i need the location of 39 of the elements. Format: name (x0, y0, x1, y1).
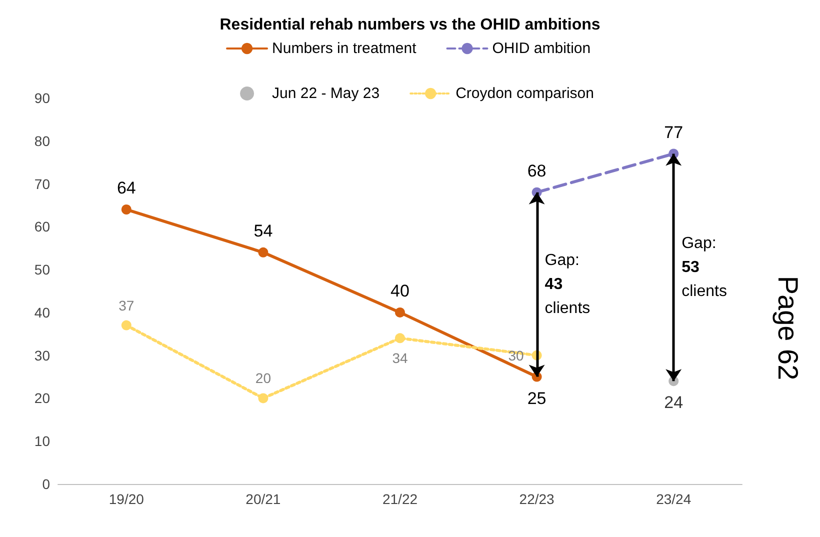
data-label: 24 (664, 393, 684, 412)
data-label: 40 (390, 281, 410, 300)
point (258, 247, 268, 258)
legend-label: Croydon comparison (456, 85, 594, 102)
data-label: 54 (254, 221, 273, 240)
data-label: 64 (116, 178, 136, 198)
point (121, 204, 132, 215)
x-tick-label: 19/20 (108, 491, 144, 507)
y-tick-label: 60 (34, 218, 50, 235)
y-tick-label: 40 (34, 304, 50, 320)
point (395, 307, 405, 318)
y-tick-label: 0 (42, 476, 50, 492)
legend-label: OHID ambition (492, 40, 591, 57)
y-tick-label: 30 (34, 347, 50, 364)
y-tick-label: 80 (34, 132, 50, 149)
y-tick-label: 70 (34, 176, 50, 192)
x-tick-label: 20/21 (246, 491, 281, 507)
point (258, 393, 268, 404)
x-tick-label: 21/22 (382, 491, 418, 507)
legend-label: Numbers in treatment (272, 40, 418, 57)
data-label: 68 (527, 161, 546, 180)
point (121, 320, 132, 330)
data-label: 37 (118, 297, 134, 314)
annotation: Gap: 43 clients (544, 252, 590, 318)
y-tick-label: 50 (34, 262, 50, 278)
point (395, 333, 405, 344)
y-tick-label: 20 (34, 390, 50, 406)
x-tick-label: 22/23 (519, 491, 555, 507)
data-label: 34 (392, 350, 408, 366)
chart-title: Residential rehab numbers vs the OHID ambitions (220, 16, 600, 34)
data-label: 20 (255, 370, 272, 386)
y-tick-label: 90 (34, 90, 50, 106)
x-tick-label: 23/24 (656, 491, 692, 507)
data-label: 25 (527, 388, 546, 408)
legend-label: Jun 22 - May 23 (272, 85, 380, 102)
data-label: 77 (664, 122, 684, 142)
annotation: Gap: 53 clients (682, 234, 727, 300)
y-tick-label: 10 (34, 433, 50, 450)
text: Page 62 (772, 276, 804, 380)
